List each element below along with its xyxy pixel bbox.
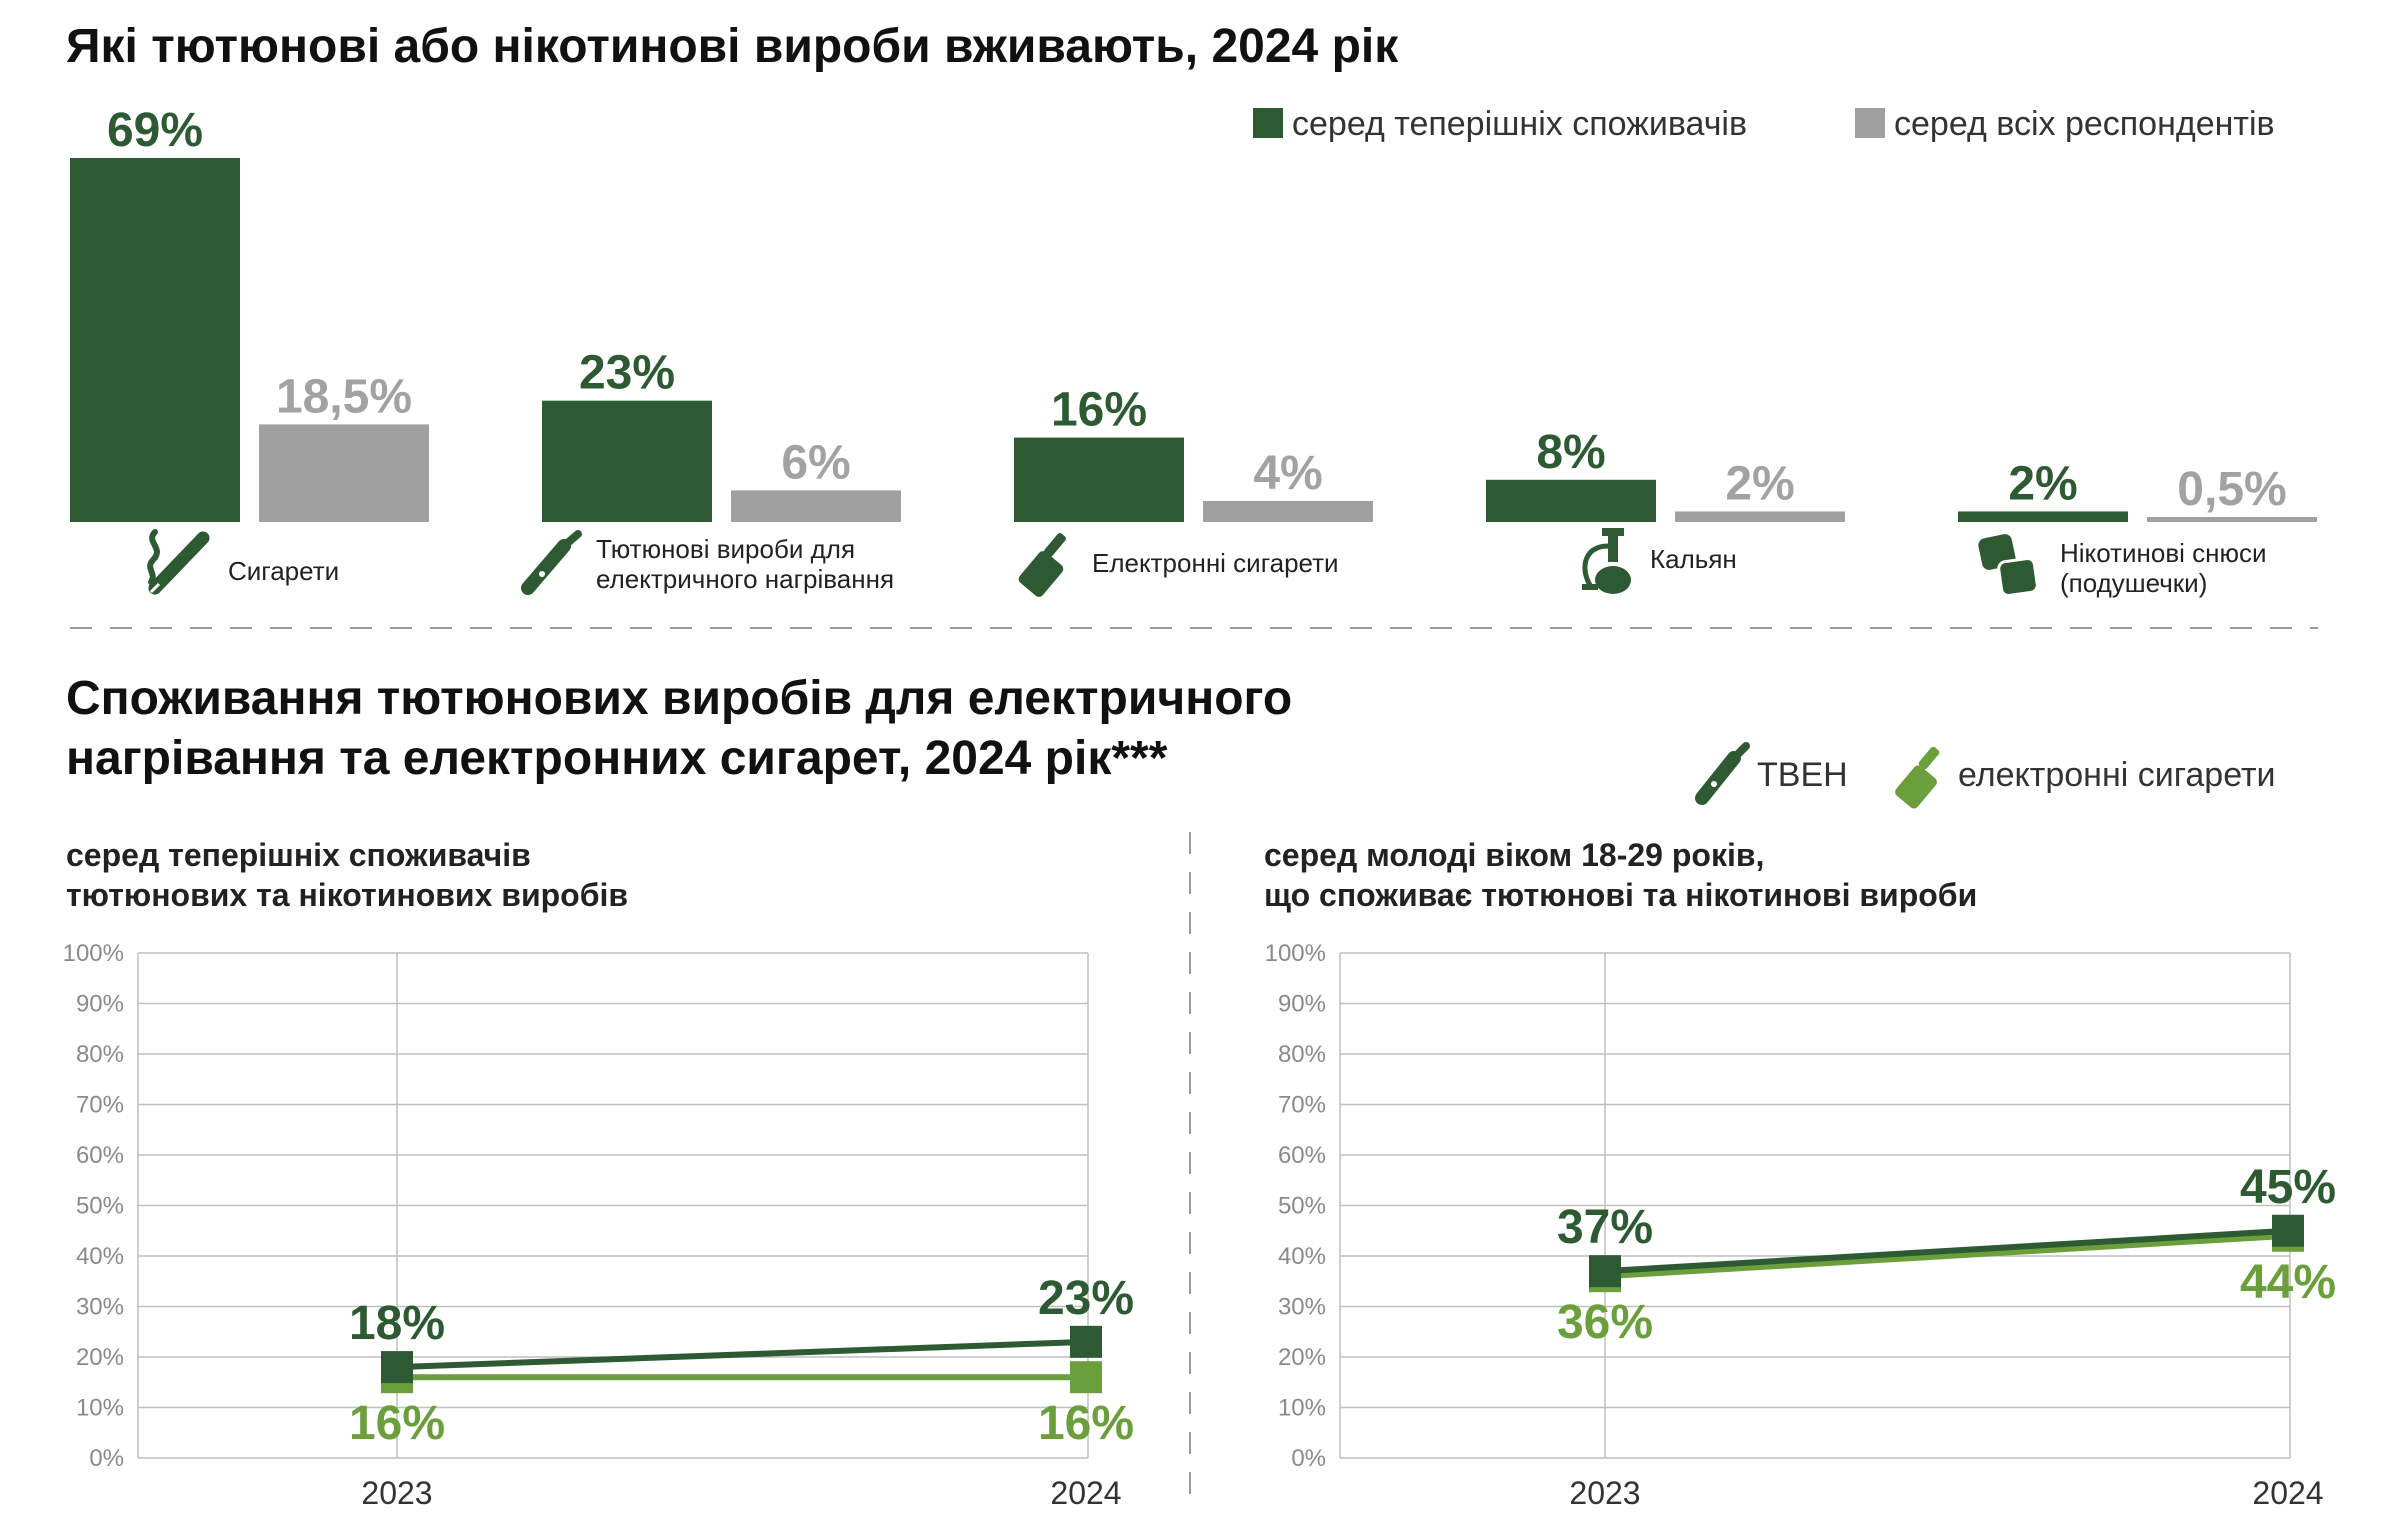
- series-line-tven: [1604, 1227, 2289, 1275]
- y-tick-label: 80%: [76, 1041, 124, 1068]
- left-panel-title-line1: серед теперішніх споживачів: [66, 837, 531, 873]
- y-tick-label: 90%: [1278, 991, 1326, 1018]
- right-panel-title-line2: що споживає тютюнові та нікотинові вироб…: [1264, 877, 1977, 913]
- y-tick-label: 30%: [1278, 1294, 1326, 1321]
- legend-heated-tobacco-icon: [1695, 742, 1750, 805]
- category-labels: Сигарети Тютюнові вироби для електричног…: [147, 528, 2267, 598]
- bar-current-2: [1014, 437, 1184, 522]
- x-tick-label: 2024: [1050, 1475, 1121, 1511]
- series-marker-tven: [2272, 1214, 2304, 1247]
- point-label-tven: 18%: [349, 1297, 445, 1350]
- legend-label-tven: ТВЕН: [1757, 756, 1848, 794]
- line-chart-right: 0% 10% 20% 30% 40% 50% 60% 70% 80% 90% 100% 2023 202…: [1265, 940, 2336, 1511]
- bar-label-all-4: 0,5%: [2177, 463, 2286, 516]
- top-title: Які тютюнові або нікотинові вироби вжива…: [66, 20, 1399, 73]
- category-label-4-line2: (подушечки): [2060, 568, 2207, 598]
- bar-current-0: [70, 158, 240, 522]
- y-tick-label: 90%: [76, 991, 124, 1018]
- y-tick-label: 30%: [76, 1294, 124, 1321]
- bar-current-3: [1486, 479, 1656, 522]
- category-label-3: Кальян: [1650, 544, 1737, 574]
- line-legend: ТВЕН електронні сигарети: [1695, 742, 2276, 809]
- y-tick-label: 10%: [1278, 1395, 1326, 1422]
- bar-label-current-4: 2%: [2008, 457, 2077, 510]
- bar-label-all-0: 18,5%: [276, 370, 412, 423]
- legend-swatch-all: [1855, 108, 1885, 138]
- category-label-1-line2: електричного нагрівання: [596, 564, 894, 594]
- cigarette-icon: [147, 529, 210, 595]
- category-label-1-line1: Тютюнові вироби для: [596, 534, 855, 564]
- point-label-ecig: 16%: [1038, 1397, 1134, 1450]
- y-tick-label: 10%: [76, 1395, 124, 1422]
- y-tick-label: 40%: [76, 1243, 124, 1270]
- bar-label-current-1: 23%: [579, 347, 675, 400]
- y-tick-label: 50%: [76, 1193, 124, 1220]
- bar-current-4: [1958, 511, 2128, 522]
- y-tick-label: 60%: [76, 1142, 124, 1169]
- point-label-ecig: 44%: [2240, 1256, 2336, 1309]
- right-panel-title-line1: серед молоді віком 18-29 років,: [1264, 837, 1764, 873]
- vape-icon: [1018, 533, 1066, 597]
- bar-label-current-3: 8%: [1536, 426, 1605, 479]
- point-label-ecig: 16%: [349, 1397, 445, 1450]
- legend-swatch-current: [1253, 108, 1283, 138]
- bar-chart-bars: 69% 18,5% 23% 6% 16% 4% 8% 2% 2% 0,5%: [70, 104, 2317, 522]
- point-label-tven: 45%: [2240, 1161, 2336, 1214]
- legend-vape-icon: [1895, 746, 1940, 809]
- x-tick-label: 2023: [1569, 1475, 1640, 1511]
- bar-all-0: [259, 424, 429, 522]
- series-line-tven: [396, 1338, 1087, 1371]
- point-label-tven: 37%: [1557, 1201, 1653, 1254]
- y-tick-label: 60%: [1278, 1142, 1326, 1169]
- point-label-tven: 23%: [1038, 1272, 1134, 1325]
- category-label-2: Електронні сигарети: [1092, 548, 1339, 578]
- line-chart-left: 0% 10% 20% 30% 40% 50% 60% 70% 80% 90% 100% 2023 202…: [63, 940, 1134, 1511]
- x-tick-label: 2023: [361, 1475, 432, 1511]
- bar-label-all-1: 6%: [781, 436, 850, 489]
- hookah-icon: [1582, 528, 1631, 594]
- legend-label-all: серед всіх респондентів: [1894, 105, 2275, 143]
- legend-label-current: серед теперішніх споживачів: [1292, 105, 1747, 143]
- series-marker-tven: [381, 1351, 413, 1384]
- bottom-title-line2: нагрівання та електронних сигарет, 2024 …: [66, 732, 1168, 785]
- y-tick-label: 100%: [1265, 940, 1326, 967]
- series-marker-ecig: [1070, 1361, 1102, 1394]
- bar-label-current-2: 16%: [1051, 384, 1147, 437]
- bar-all-1: [731, 490, 901, 522]
- x-tick-label: 2024: [2252, 1475, 2323, 1511]
- y-tick-label: 40%: [1278, 1243, 1326, 1270]
- y-tick-label: 100%: [63, 940, 124, 967]
- y-tick-label: 20%: [76, 1344, 124, 1371]
- y-tick-label: 80%: [1278, 1041, 1326, 1068]
- snus-pouch-icon: [1978, 534, 2039, 597]
- legend-label-ecig: електронні сигарети: [1958, 756, 2276, 794]
- bar-label-all-2: 4%: [1253, 447, 1322, 500]
- bar-label-current-0: 69%: [107, 104, 203, 157]
- bar-legend: серед теперішніх споживачів серед всіх р…: [1253, 105, 2275, 143]
- bar-all-2: [1203, 500, 1373, 522]
- heated-tobacco-icon: [521, 530, 582, 595]
- y-tick-label: 20%: [1278, 1344, 1326, 1371]
- category-label-0: Сигарети: [228, 556, 339, 586]
- series-line-ecig: [1604, 1232, 2289, 1280]
- y-tick-label: 70%: [1278, 1092, 1326, 1119]
- y-tick-label: 0%: [1291, 1445, 1326, 1472]
- series-marker-tven: [1589, 1255, 1621, 1288]
- bar-all-3: [1675, 511, 1845, 522]
- left-panel-title-line2: тютюнових та нікотинових виробів: [66, 877, 628, 913]
- y-tick-label: 70%: [76, 1092, 124, 1119]
- bar-all-4: [2147, 517, 2317, 522]
- point-label-ecig: 36%: [1557, 1296, 1653, 1349]
- bottom-title-line1: Споживання тютюнових виробів для електри…: [66, 672, 1292, 725]
- category-label-4-line1: Нікотинові снюси: [2060, 538, 2267, 568]
- bar-current-1: [542, 400, 712, 522]
- series-marker-tven: [1070, 1325, 1102, 1358]
- bar-label-all-3: 2%: [1725, 457, 1794, 510]
- y-tick-label: 0%: [89, 1445, 124, 1472]
- y-tick-label: 50%: [1278, 1193, 1326, 1220]
